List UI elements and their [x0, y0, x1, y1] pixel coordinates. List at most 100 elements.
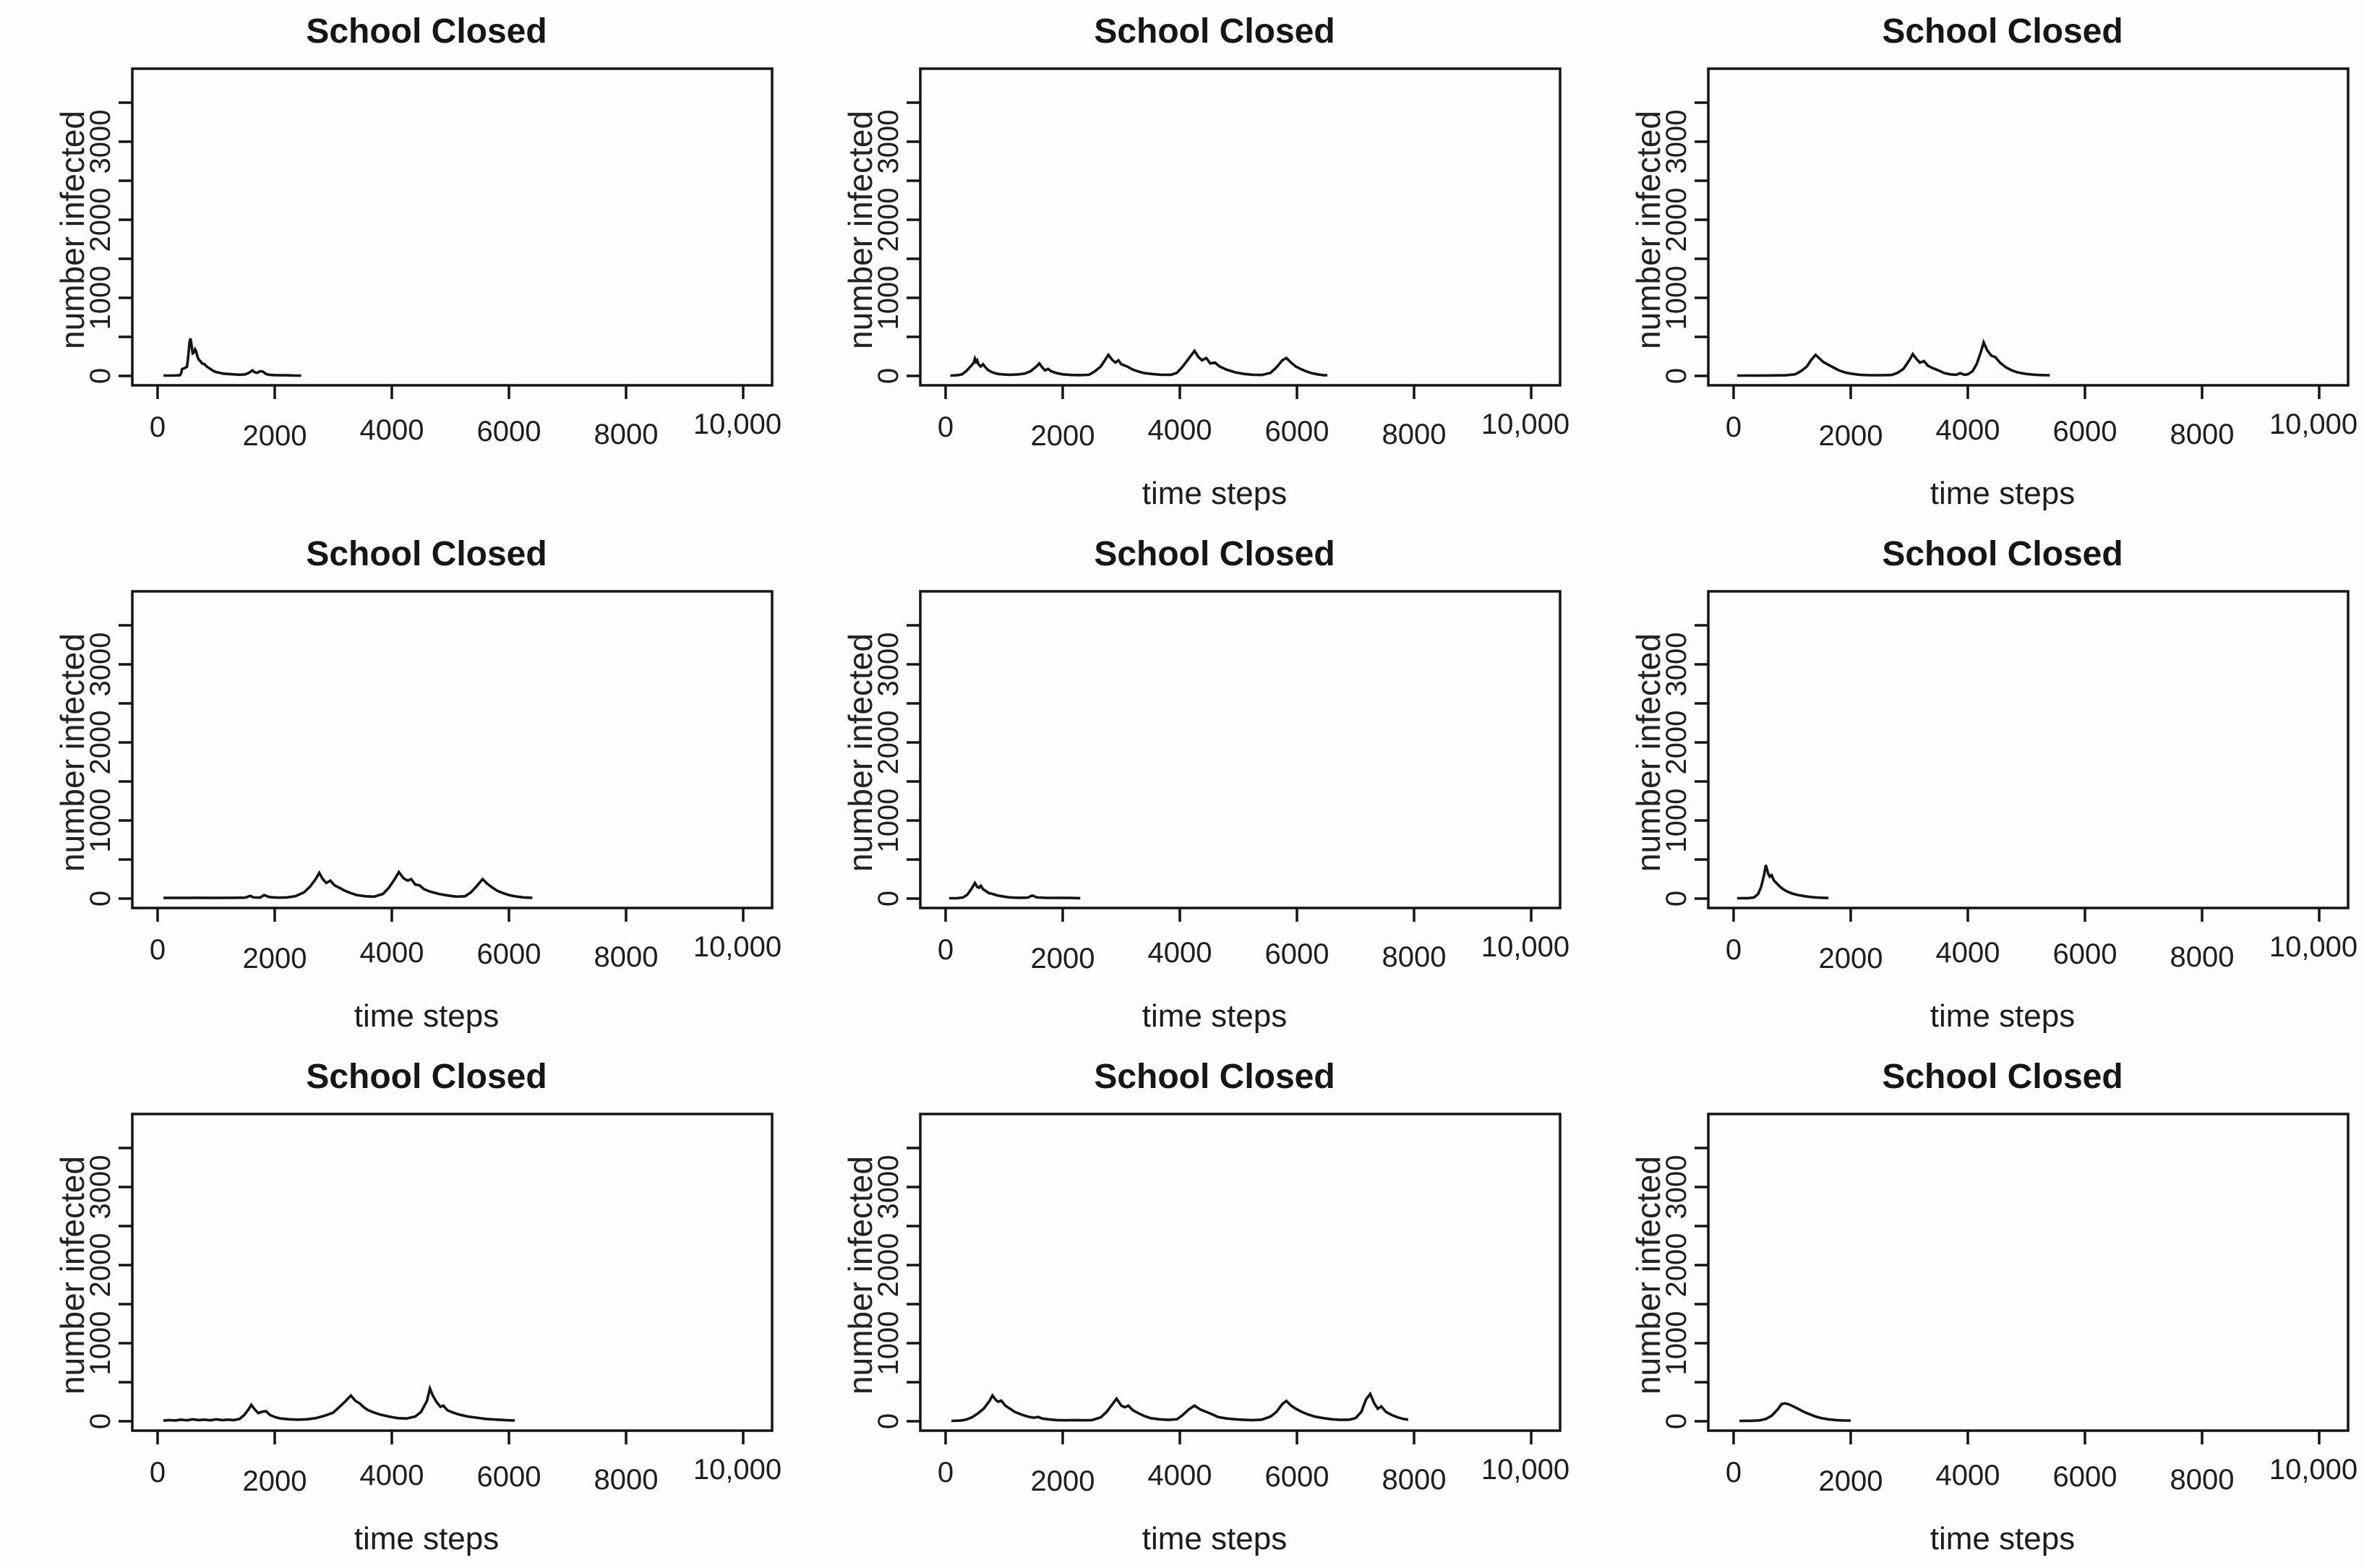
x-tick-label: 4000 — [360, 414, 424, 446]
plot-box — [1707, 590, 2350, 909]
y-tick-label: 3000 — [85, 1155, 116, 1220]
y-tick-label: 3000 — [1661, 1155, 1692, 1220]
y-tick-label: 3000 — [1661, 110, 1692, 174]
x-axis-ticks: 0 2000 4000 6000 8000 10,000 — [1726, 908, 2357, 974]
series-infected-line — [951, 1391, 1409, 1423]
plot-box — [1707, 1113, 2350, 1432]
x-tick-label: 4000 — [360, 1460, 424, 1491]
x-tick-label: 0 — [1726, 934, 1742, 966]
x-tick-label: 6000 — [1265, 938, 1329, 970]
x-tick-label: 10,000 — [693, 1454, 781, 1486]
chart-cell: 0 2000 4000 6000 8000 10,000 0 1000 2000 3000 Sch… — [1576, 523, 2364, 1045]
x-tick-label: 10,000 — [2269, 1454, 2357, 1486]
plot-area: 0 2000 4000 6000 8000 10,000 0 1000 2000 3000 — [1661, 590, 2357, 974]
chart-cell: 0 2000 4000 6000 8000 10,000 0 1000 2000 3000 Sch… — [1576, 1045, 2364, 1568]
x-axis-title: time steps — [1930, 476, 2076, 511]
y-axis-title: number infected — [1629, 1156, 1667, 1395]
y-axis-ticks: 0 1000 2000 3000 — [1661, 1147, 1708, 1429]
x-axis-ticks: 0 2000 4000 6000 8000 10,000 — [938, 1431, 1569, 1497]
chart-title: School Closed — [306, 12, 547, 51]
x-tick-label: 4000 — [1936, 1460, 2000, 1491]
chart-cell: 0 2000 4000 6000 8000 10,000 0 1000 2000 3000 Sch… — [0, 0, 788, 523]
chart-title: School Closed — [1882, 12, 2123, 51]
x-tick-label: 4000 — [1148, 1460, 1212, 1491]
x-axis-title: time steps — [354, 1521, 500, 1556]
x-axis-ticks: 0 2000 4000 6000 8000 10,000 — [938, 385, 1569, 452]
y-axis-ticks: 0 1000 2000 3000 — [1661, 624, 1708, 907]
x-tick-label: 2000 — [243, 943, 307, 974]
x-tick-label: 6000 — [477, 1461, 541, 1493]
x-tick-label: 2000 — [1031, 1465, 1095, 1497]
x-axis-ticks: 0 2000 4000 6000 8000 10,000 — [1726, 1431, 2357, 1497]
x-tick-label: 8000 — [2170, 1464, 2235, 1496]
x-tick-label: 6000 — [2053, 416, 2117, 447]
y-axis-ticks: 0 1000 2000 3000 — [85, 1147, 132, 1429]
y-tick-label: 3000 — [873, 110, 904, 174]
y-tick-label: 1000 — [873, 1311, 904, 1376]
chart-cell: 0 2000 4000 6000 8000 10,000 0 1000 2000 3000 Sch… — [0, 523, 788, 1045]
y-axis-title: number infected — [53, 1156, 91, 1395]
y-axis-title: number infected — [841, 633, 879, 872]
plot-box — [1707, 67, 2350, 387]
x-tick-label: 8000 — [594, 941, 659, 973]
y-tick-label: 3000 — [873, 1155, 904, 1220]
y-tick-label: 3000 — [85, 110, 116, 174]
y-axis-title: number infected — [841, 111, 879, 349]
series-infected-line — [1736, 865, 1829, 900]
x-tick-label: 0 — [150, 934, 166, 966]
y-tick-label: 3000 — [85, 633, 116, 697]
chart-title: School Closed — [1882, 1058, 2123, 1096]
x-axis-ticks: 0 2000 4000 6000 8000 10,000 — [150, 385, 781, 452]
y-tick-label: 1000 — [85, 789, 116, 853]
y-tick-label: 3000 — [873, 633, 904, 697]
plot-area: 0 2000 4000 6000 8000 10,000 0 1000 2000 3000 — [1661, 67, 2357, 452]
chart-cell: 0 2000 4000 6000 8000 10,000 0 1000 2000 3000 Sch… — [1576, 0, 2364, 523]
plot-area: 0 2000 4000 6000 8000 10,000 0 1000 2000 3000 — [85, 67, 781, 452]
x-tick-label: 8000 — [1382, 1464, 1447, 1496]
chart-title: School Closed — [306, 1058, 547, 1096]
x-tick-label: 0 — [1726, 411, 1742, 443]
x-tick-label: 8000 — [1382, 419, 1447, 450]
y-axis-title: number infected — [1629, 633, 1667, 872]
series-infected-line — [1739, 1402, 1851, 1423]
y-tick-label: 0 — [873, 368, 904, 384]
y-tick-label: 0 — [873, 891, 904, 907]
y-tick-label: 1000 — [873, 789, 904, 853]
x-tick-label: 0 — [150, 1457, 166, 1488]
y-tick-label: 3000 — [1661, 633, 1692, 697]
x-tick-label: 2000 — [243, 1465, 307, 1497]
series-infected-line — [163, 1384, 515, 1422]
y-axis-ticks: 0 1000 2000 3000 — [873, 624, 920, 907]
series-infected-line — [1736, 338, 2050, 377]
y-tick-label: 1000 — [1661, 266, 1692, 330]
y-tick-label: 0 — [1661, 891, 1692, 907]
y-tick-label: 1000 — [85, 266, 116, 330]
x-axis-title: time steps — [1142, 998, 1288, 1034]
y-tick-label: 2000 — [1661, 188, 1692, 252]
x-tick-label: 0 — [938, 934, 954, 966]
series-infected-line — [163, 870, 533, 899]
plot-box — [919, 1113, 1562, 1432]
x-tick-label: 10,000 — [693, 408, 781, 440]
series-infected-line — [948, 880, 1081, 900]
y-tick-label: 0 — [85, 891, 116, 907]
series-infected-line — [950, 348, 1328, 377]
chart-cell: 0 2000 4000 6000 8000 10,000 0 1000 2000 3000 Sch… — [788, 0, 1576, 523]
y-tick-label: 0 — [1661, 368, 1692, 384]
y-axis-title: number infected — [1629, 111, 1667, 349]
y-tick-label: 2000 — [1661, 711, 1692, 775]
x-tick-label: 6000 — [477, 416, 541, 447]
y-axis-ticks: 0 1000 2000 3000 — [85, 101, 132, 384]
y-axis-title: number infected — [841, 1156, 879, 1395]
x-tick-label: 6000 — [1265, 1461, 1329, 1493]
x-tick-label: 4000 — [360, 937, 424, 969]
x-tick-label: 6000 — [2053, 1461, 2117, 1493]
y-tick-label: 2000 — [85, 711, 116, 775]
x-tick-label: 8000 — [1382, 941, 1447, 973]
y-axis-ticks: 0 1000 2000 3000 — [873, 1147, 920, 1429]
chart-cell: 0 2000 4000 6000 8000 10,000 0 1000 2000 3000 Sch… — [0, 1045, 788, 1568]
y-tick-label: 1000 — [85, 1311, 116, 1376]
x-tick-label: 0 — [1726, 1457, 1742, 1488]
chart-title: School Closed — [306, 535, 547, 573]
y-tick-label: 2000 — [85, 188, 116, 252]
